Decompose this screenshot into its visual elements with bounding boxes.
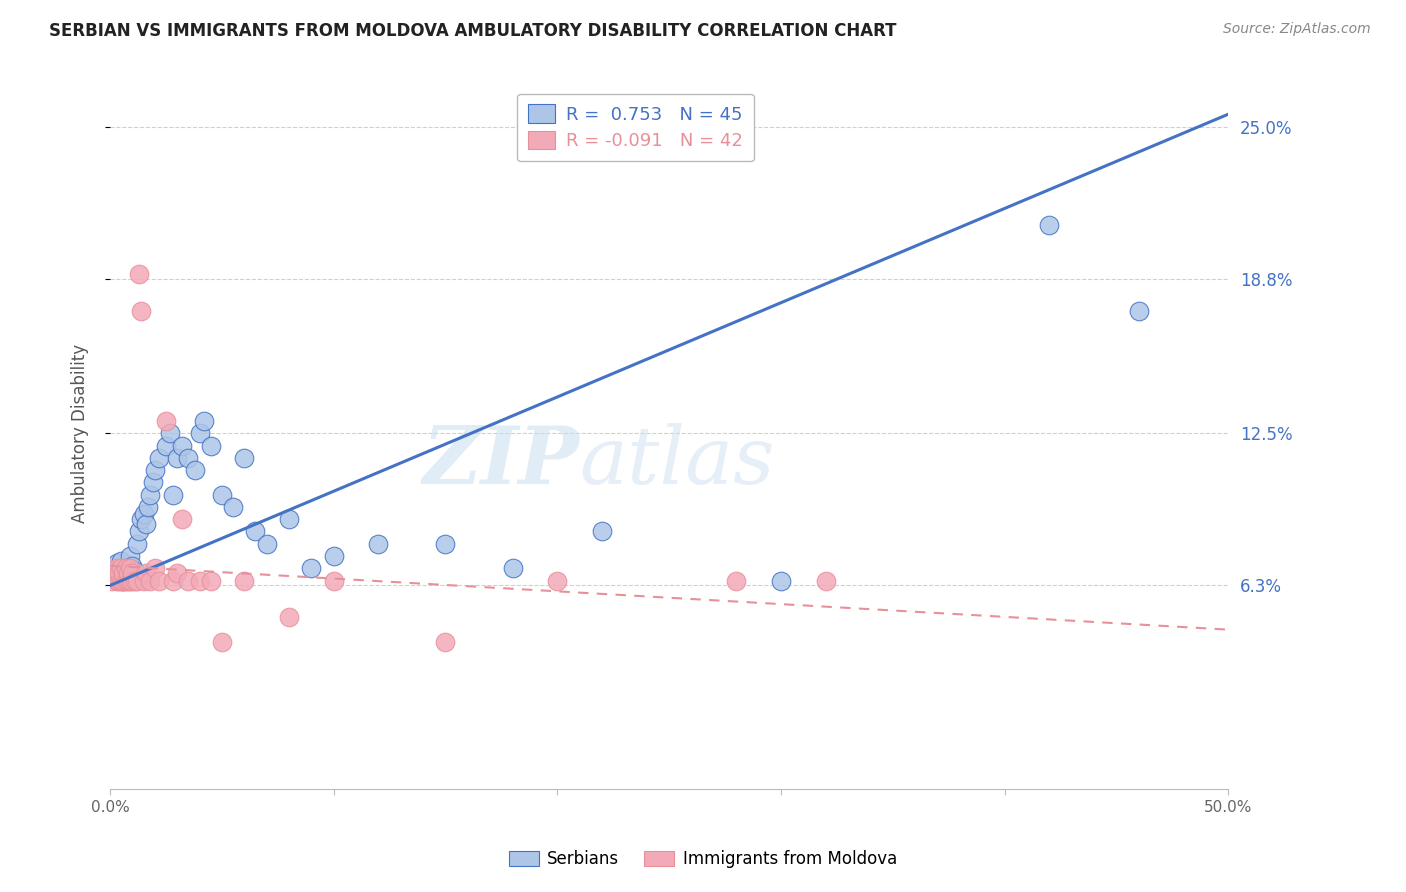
Point bbox=[108, 564, 131, 578]
Point bbox=[110, 554, 132, 568]
Point bbox=[278, 610, 301, 624]
Point bbox=[117, 566, 139, 581]
Point bbox=[139, 574, 162, 588]
Point bbox=[222, 500, 245, 514]
Point bbox=[121, 558, 143, 573]
Point bbox=[117, 574, 139, 588]
Point bbox=[155, 439, 177, 453]
Legend: R =  0.753   N = 45, R = -0.091   N = 42: R = 0.753 N = 45, R = -0.091 N = 42 bbox=[517, 94, 754, 161]
Point bbox=[120, 574, 142, 588]
Point bbox=[110, 574, 132, 588]
Point bbox=[162, 488, 184, 502]
Point bbox=[155, 414, 177, 428]
Point bbox=[200, 439, 222, 453]
Point bbox=[769, 574, 792, 588]
Point bbox=[131, 512, 153, 526]
Text: ZIP: ZIP bbox=[423, 423, 579, 500]
Point bbox=[148, 450, 170, 465]
Point bbox=[177, 450, 200, 465]
Point bbox=[434, 537, 457, 551]
Point bbox=[114, 561, 136, 575]
Point bbox=[125, 574, 148, 588]
Legend: Serbians, Immigrants from Moldova: Serbians, Immigrants from Moldova bbox=[502, 844, 904, 875]
Point bbox=[142, 475, 165, 490]
Point bbox=[322, 574, 344, 588]
Point bbox=[112, 574, 135, 588]
Point bbox=[299, 561, 322, 575]
Point bbox=[184, 463, 207, 477]
Point bbox=[546, 574, 568, 588]
Text: Source: ZipAtlas.com: Source: ZipAtlas.com bbox=[1223, 22, 1371, 37]
Point bbox=[110, 561, 132, 575]
Point bbox=[136, 500, 159, 514]
Point bbox=[108, 566, 131, 581]
Point bbox=[725, 574, 748, 588]
Text: SERBIAN VS IMMIGRANTS FROM MOLDOVA AMBULATORY DISABILITY CORRELATION CHART: SERBIAN VS IMMIGRANTS FROM MOLDOVA AMBUL… bbox=[49, 22, 897, 40]
Point bbox=[132, 574, 155, 588]
Text: atlas: atlas bbox=[579, 423, 775, 500]
Point bbox=[322, 549, 344, 563]
Point bbox=[112, 574, 135, 588]
Point bbox=[188, 426, 211, 441]
Point bbox=[193, 414, 215, 428]
Point bbox=[128, 524, 150, 539]
Point bbox=[120, 549, 142, 563]
Point bbox=[166, 566, 188, 581]
Point bbox=[233, 450, 256, 465]
Point bbox=[143, 463, 166, 477]
Point bbox=[200, 574, 222, 588]
Point bbox=[105, 574, 128, 588]
Point bbox=[159, 426, 181, 441]
Point bbox=[125, 537, 148, 551]
Point bbox=[188, 574, 211, 588]
Point bbox=[166, 450, 188, 465]
Point bbox=[103, 566, 125, 581]
Point bbox=[143, 561, 166, 575]
Point bbox=[135, 566, 157, 581]
Point bbox=[211, 488, 233, 502]
Point bbox=[1038, 218, 1060, 232]
Point bbox=[278, 512, 301, 526]
Point bbox=[170, 439, 193, 453]
Point bbox=[120, 561, 142, 575]
Point bbox=[591, 524, 613, 539]
Point bbox=[233, 574, 256, 588]
Point bbox=[502, 561, 524, 575]
Point bbox=[1128, 303, 1150, 318]
Point bbox=[139, 488, 162, 502]
Point bbox=[124, 574, 146, 588]
Point bbox=[112, 566, 135, 581]
Point bbox=[114, 561, 136, 575]
Point bbox=[135, 517, 157, 532]
Point bbox=[256, 537, 278, 551]
Point bbox=[814, 574, 837, 588]
Point bbox=[211, 635, 233, 649]
Point bbox=[434, 635, 457, 649]
Point bbox=[114, 574, 136, 588]
Point bbox=[132, 508, 155, 522]
Point bbox=[177, 574, 200, 588]
Y-axis label: Ambulatory Disability: Ambulatory Disability bbox=[72, 343, 89, 523]
Point bbox=[170, 512, 193, 526]
Point bbox=[162, 574, 184, 588]
Point bbox=[245, 524, 267, 539]
Point bbox=[108, 574, 131, 588]
Point bbox=[367, 537, 389, 551]
Point bbox=[101, 574, 124, 588]
Point bbox=[121, 566, 143, 581]
Point bbox=[103, 566, 125, 581]
Point bbox=[148, 574, 170, 588]
Point bbox=[117, 566, 139, 581]
Point bbox=[105, 561, 128, 575]
Point bbox=[121, 574, 143, 588]
Point bbox=[128, 267, 150, 281]
Point bbox=[105, 557, 128, 571]
Point bbox=[131, 303, 153, 318]
Point bbox=[124, 564, 146, 578]
